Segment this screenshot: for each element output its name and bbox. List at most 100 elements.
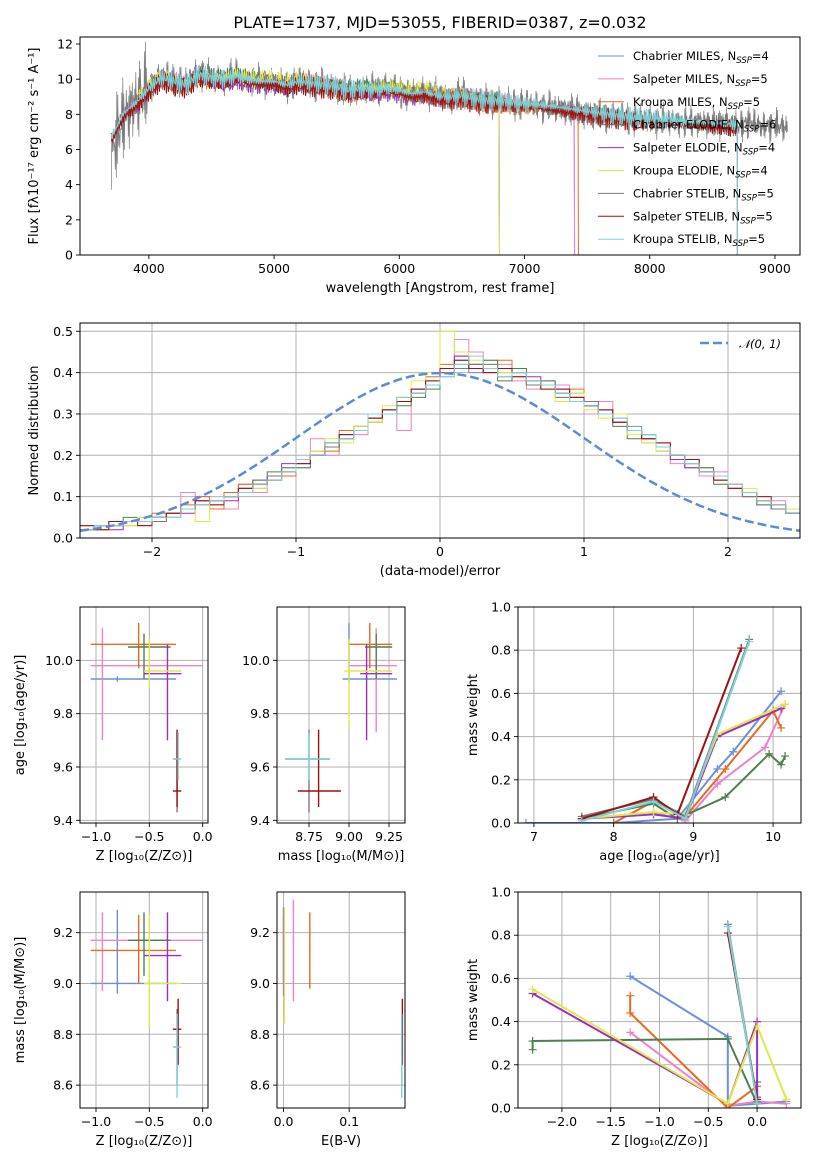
mass-vs-ebv-ytick-label: 9.2 (250, 925, 270, 940)
weight-line (581, 647, 743, 820)
weight-vs-Z-xtick-label: −1.5 (596, 1114, 626, 1129)
weight-marker (721, 765, 730, 773)
age-vs-Z-xlabel: Z [log₁₀(Z/Z⊙)] (96, 849, 193, 864)
residuals-frame (79, 322, 801, 539)
weight-line (581, 641, 751, 822)
spectrum-lines (110, 41, 788, 255)
spectrum-xtick-label: 5000 (258, 261, 290, 276)
weight-vs-Z-ytick-label: 0.2 (491, 1057, 511, 1072)
age-vs-mass-ytick-label: 9.8 (250, 706, 270, 721)
legend-label: Salpeter MILES, NSSP=5 (633, 72, 768, 89)
weight-marker (723, 922, 732, 931)
spectrum-xtick-label: 9000 (759, 261, 791, 276)
weight-vs-age-ylabel: mass weight (466, 674, 481, 756)
age-vs-mass-xtick-label: 9.25 (375, 829, 403, 844)
weight-marker (781, 700, 790, 709)
weight-vs-Z-ytick-label: 0.8 (491, 928, 511, 943)
weight-marker (713, 765, 722, 773)
weight-marker (521, 819, 530, 823)
residuals-xlabel: (data-model)/error (380, 564, 501, 579)
mass-vs-ebv-ytick-label: 8.6 (250, 1078, 270, 1093)
age-vs-Z-xtick-label: −1.0 (81, 829, 111, 844)
weight-vs-age-ytick-label: 0.8 (491, 643, 511, 658)
mass-vs-ebv-xlabel: E(B-V) (321, 1134, 361, 1149)
weight-line (526, 690, 782, 823)
residuals-ytick-label: 0.5 (53, 324, 73, 339)
weight-vs-age-ytick-label: 1.0 (491, 600, 511, 615)
mass-vs-ebv-ytick-label: 9.0 (250, 976, 270, 991)
weight-marker (649, 797, 658, 806)
mass-vs-ebv-markers (282, 899, 404, 1098)
mass-vs-Z-ytick-label: 9.2 (53, 925, 73, 940)
spectrum-ytick-label: 12 (57, 37, 73, 52)
weight-marker (528, 1045, 537, 1054)
weight-marker (782, 1095, 791, 1104)
spectrum-title: PLATE=1737, MJD=53055, FIBERID=0387, z=0… (233, 13, 646, 32)
mass-vs-Z-frame (79, 891, 209, 1109)
weight-marker (713, 780, 722, 789)
mass-vs-Z-xtick-label: 0.0 (193, 1114, 213, 1129)
spectrum-frame (79, 36, 801, 256)
weight-marker (626, 972, 635, 981)
weight-vs-age-xtick-label: 8 (610, 829, 618, 844)
age-vs-Z-xtick-label: −0.5 (134, 829, 164, 844)
age-vs-Z-frame (79, 606, 209, 824)
weight-marker (777, 687, 786, 696)
spectrum-ytick-label: 2 (65, 212, 73, 227)
spectrum-ylabel: Flux [fλ10⁻¹⁷ erg cm⁻² s⁻¹ A⁻¹] (27, 48, 42, 245)
weight-vs-Z-ytick-label: 0.6 (491, 971, 511, 986)
spectrum-xlabel: wavelength [Angstrom, rest frame] (326, 281, 555, 296)
weight-vs-age-frame (517, 606, 802, 824)
weight-vs-Z-ytick-label: 0.4 (491, 1014, 511, 1029)
mass-vs-Z-ytick-label: 8.8 (53, 1027, 73, 1042)
spectrum-ytick-label: 0 (65, 248, 73, 263)
weight-marker (777, 760, 786, 769)
age-vs-Z-ytick-label: 9.8 (53, 706, 73, 721)
weight-marker (681, 814, 690, 823)
histogram-group (80, 330, 800, 538)
weight-marker (723, 1034, 732, 1043)
weight-vs-age-ytick-label: 0.4 (491, 729, 511, 744)
weight-marker (626, 1008, 635, 1017)
legend-label: Chabrier ELODIE, NSSP=6 (633, 118, 776, 135)
mass-vs-Z-ytick-label: 9.0 (53, 976, 73, 991)
age-vs-mass-xlabel: mass [log₁₀(M/M⊙)] (278, 849, 405, 864)
weight-marker (723, 1099, 732, 1108)
spectrum-xtick-label: 4000 (133, 261, 165, 276)
weight-marker (745, 637, 754, 646)
spectrum-model-line (110, 65, 738, 255)
legend-label: Kroupa STELIB, NSSP=5 (633, 232, 765, 249)
age-vs-Z-markers (90, 623, 203, 813)
residuals-ytick-label: 0.3 (53, 406, 73, 421)
mass-vs-Z-ytick-label: 8.6 (53, 1078, 73, 1093)
weight-line (532, 988, 788, 1106)
mass-vs-ebv-xtick-label: 0.1 (339, 1114, 359, 1129)
mass-vs-Z-xtick-label: −0.5 (134, 1114, 164, 1129)
mass-vs-Z-xlabel: Z [log₁₀(Z/Z⊙)] (96, 1134, 193, 1149)
weight-vs-Z-xtick-label: 0.0 (747, 1114, 767, 1129)
age-vs-mass-markers (285, 623, 397, 813)
normal-curve (80, 371, 800, 533)
weight-marker (609, 819, 618, 823)
weight-vs-age-lines (521, 635, 790, 823)
histogram-series (80, 359, 800, 538)
weight-vs-age-xtick-label: 7 (530, 829, 538, 844)
weight-marker (649, 808, 658, 817)
weight-marker (528, 985, 537, 994)
legend-label: Salpeter ELODIE, NSSP=4 (633, 141, 775, 158)
residuals-ytick-label: 0.0 (53, 531, 73, 546)
spectrum-xtick-label: 8000 (634, 261, 666, 276)
weight-vs-Z-xtick-label: −1.0 (644, 1114, 674, 1129)
weight-marker (781, 752, 790, 761)
weight-marker (761, 743, 770, 752)
legend-label: Kroupa ELODIE, NSSP=4 (633, 164, 768, 181)
weight-vs-Z-xlabel: Z [log₁₀(Z/Z⊙)] (611, 1134, 708, 1149)
spectrum-ytick-label: 6 (65, 142, 73, 157)
weight-line (726, 926, 759, 1104)
residuals-ytick-label: 0.4 (53, 365, 73, 380)
spectrum-ytick-label: 10 (57, 72, 73, 87)
weight-vs-age-ytick-label: 0.6 (491, 686, 511, 701)
histogram-series (80, 355, 800, 538)
age-vs-Z-ytick-label: 10.0 (45, 653, 73, 668)
weight-marker (626, 1028, 635, 1037)
